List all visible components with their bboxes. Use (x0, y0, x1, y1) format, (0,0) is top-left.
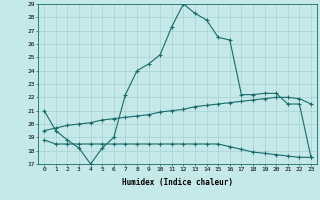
X-axis label: Humidex (Indice chaleur): Humidex (Indice chaleur) (122, 178, 233, 187)
